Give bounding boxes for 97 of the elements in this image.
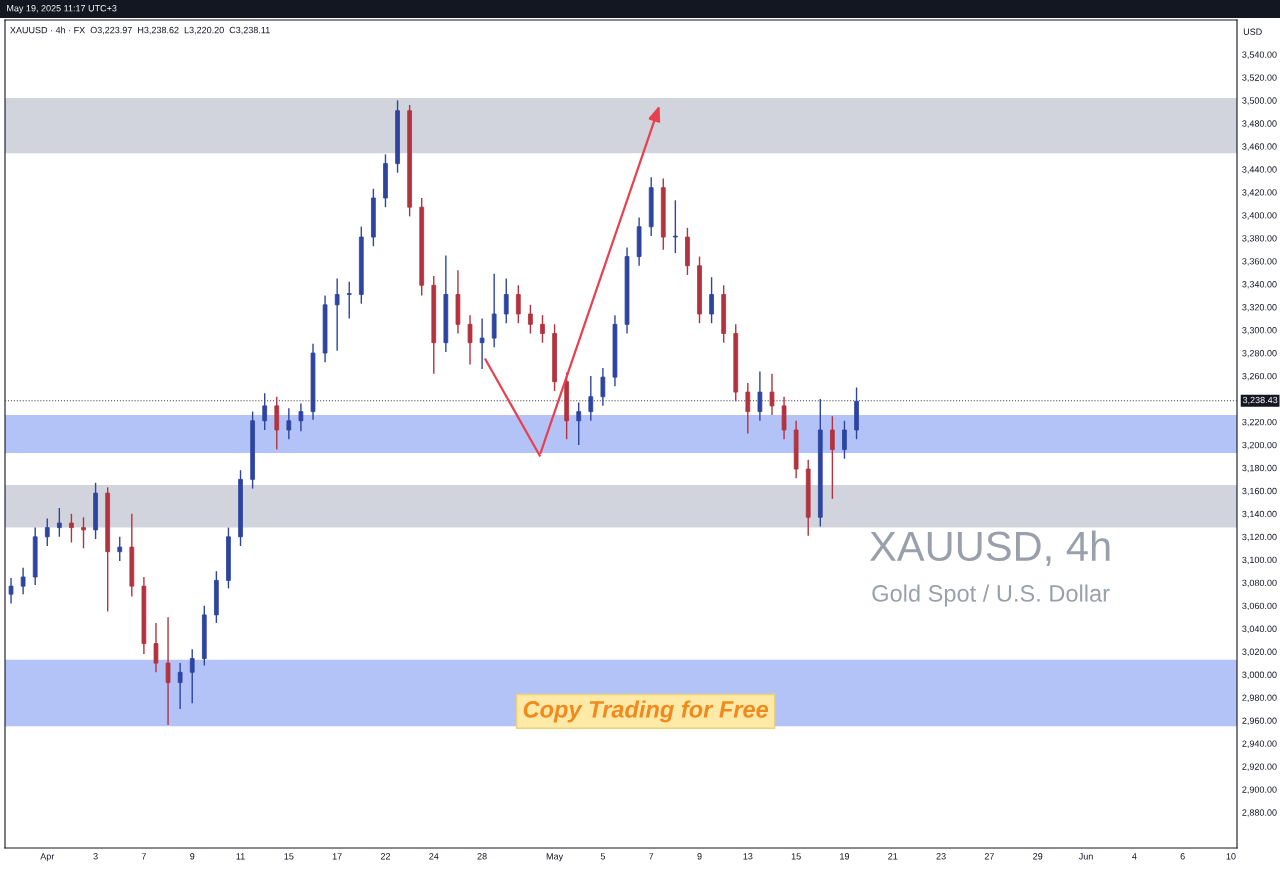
candlestick [117,536,123,562]
candlestick [69,513,74,544]
candlestick [8,577,14,605]
y-tick-label: 3,500.00 [1242,97,1277,105]
candlestick [165,616,171,726]
y-tick-label: 3,080.00 [1242,579,1277,588]
y-tick-label: 3,480.00 [1242,120,1277,128]
candlestick [673,199,678,254]
y-tick-label: 3,060.00 [1242,602,1277,611]
x-tick-label: 28 [477,853,487,860]
y-tick-label: 3,120.00 [1242,533,1277,542]
annotation: Gold Spot / U.S. Dollar [872,584,1110,607]
candlestick [346,281,352,320]
x-tick-label: 11 [236,853,245,860]
candlestick [44,517,50,547]
y-tick-label: 2,960.00 [1242,717,1277,725]
x-tick-label: 3 [93,853,98,860]
x-tick-label: 29 [1033,853,1043,860]
candlestick [757,370,763,422]
y-tick-label: 3,280.00 [1242,350,1277,358]
candlestick [153,622,159,673]
y-tick-label: 3,440.00 [1242,166,1277,174]
candlestick [503,277,509,324]
x-tick-label: 9 [190,853,195,860]
x-tick-label: 5 [600,853,606,860]
x-tick-label: 10 [1226,853,1236,860]
y-tick-label: 3,360.00 [1242,258,1277,266]
candlestick [515,284,521,324]
candlestick [576,401,582,446]
candlestick [830,415,835,500]
y-tick-label: 3,000.00 [1242,671,1277,680]
y-tick-label: 2,980.00 [1242,694,1277,702]
y-tick-label: 3,220.00 [1242,418,1277,427]
y-tick-label: 3,160.00 [1242,487,1277,496]
ref-line-label: 3,238.43 [1242,396,1278,405]
y-tick-label: 3,260.00 [1242,372,1277,381]
y-tick-label: 3,300.00 [1242,327,1277,335]
x-tick-label: 6 [1180,853,1185,860]
y-tick-label: 2,900.00 [1242,786,1277,794]
y-tick-label: 3,040.00 [1242,625,1277,634]
candlestick [81,516,86,549]
candlestick [588,375,594,422]
y-tick-label: 3,400.00 [1242,212,1277,220]
candlestick [842,420,847,460]
candlestick [540,314,545,344]
candlestick [334,277,340,352]
candlestick [177,662,183,710]
y-axis-title: USD [1243,28,1262,35]
y-tick-label: 3,140.00 [1242,510,1277,519]
y-tick-label: 3,320.00 [1242,304,1277,312]
x-tick-label: 17 [332,853,342,860]
x-tick-label: May [546,853,564,862]
y-tick-label: 3,520.00 [1242,74,1277,82]
candlestick [57,507,62,538]
y-tick-label: 3,340.00 [1242,281,1277,289]
x-tick-label: 23 [936,853,946,860]
y-tick-label: 2,920.00 [1242,763,1277,771]
y-tick-label: 2,880.00 [1242,809,1277,817]
y-tick-label: 3,420.00 [1242,189,1277,197]
annotation: XAUUSD, 4h [869,530,1110,567]
x-tick-label: 27 [984,853,994,860]
x-tick-label: 19 [840,853,850,860]
x-tick-label: 7 [649,853,654,860]
candlestick [189,648,195,704]
y-tick-label: 3,460.00 [1242,143,1277,151]
y-tick-label: 3,380.00 [1242,235,1277,243]
y-tick-label: 3,540.00 [1242,51,1277,59]
y-tick-label: 3,020.00 [1242,648,1277,657]
x-tick-label: 15 [791,853,801,860]
x-tick-label: Apr [40,853,55,862]
chart-subtitle: May 19, 2025 11:17 UTC+3 [7,5,117,14]
y-tick-label: 3,200.00 [1242,441,1277,450]
candlestick [745,382,751,435]
annotation: Copy Trading for Free [523,700,769,723]
x-tick-label: 9 [697,853,702,860]
candlestick [769,373,775,416]
y-tick-label: 3,100.00 [1242,556,1277,565]
candlestick [20,567,26,595]
x-tick-label: Jun [1078,853,1093,860]
x-tick-label: 22 [380,853,391,860]
candlestick [479,317,485,370]
candlestick [298,402,304,432]
y-tick-label: 3,180.00 [1242,464,1277,473]
x-tick-label: 4 [1132,853,1137,860]
candlestick [709,276,714,324]
candlestick [467,314,473,366]
x-tick-label: 7 [141,853,146,860]
candlestick [600,367,606,407]
x-tick-label: 13 [743,853,753,860]
text: XAUUSD · 4h · FX O3,223.97 H3,238.62 L3,220.20 C3,238.11 [10,26,270,35]
candlestick [528,304,533,335]
x-tick-label: 21 [888,853,898,860]
candlestick [262,392,268,431]
x-tick-label: 15 [284,853,294,860]
candlestick [286,407,292,440]
y-tick-label: 2,940.00 [1242,740,1277,748]
x-tick-label: 24 [429,853,439,860]
